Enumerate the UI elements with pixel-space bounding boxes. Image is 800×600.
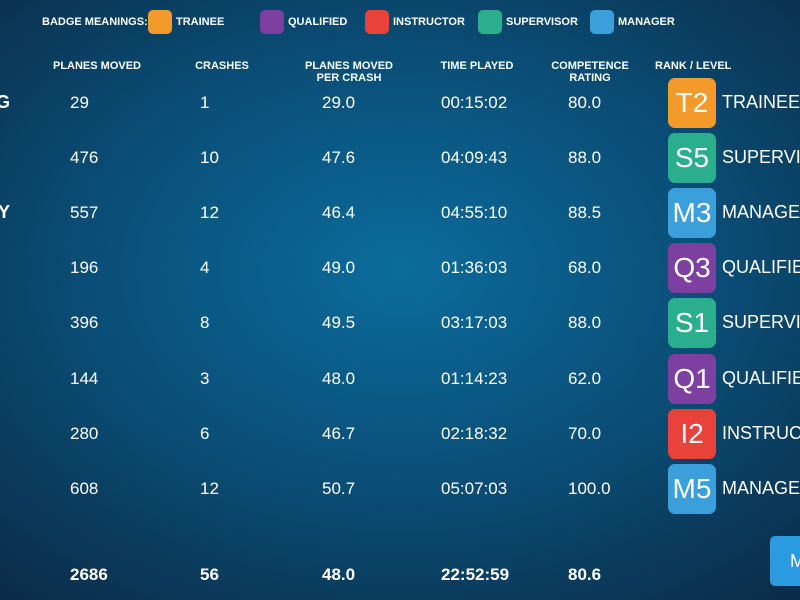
legend-title: BADGE MEANINGS: xyxy=(42,16,148,28)
rank-label: MANAGER xyxy=(722,477,800,498)
player-name: G xyxy=(0,92,10,112)
stat-value: 12 xyxy=(200,203,219,223)
stat-value: 88.0 xyxy=(568,148,602,168)
stat-value: 144 xyxy=(70,368,99,388)
legend-label: TRAINEE xyxy=(176,16,225,28)
legend-swatch xyxy=(148,10,172,34)
stat-value: 05:07:03 xyxy=(441,478,508,498)
rank-label: MANAGER xyxy=(722,202,800,223)
column-header: TIME PLAYED xyxy=(440,60,514,72)
rank-label: SUPERVISOR xyxy=(722,147,800,168)
stat-value: 8 xyxy=(200,313,210,333)
stat-value: 49.0 xyxy=(322,258,356,278)
stat-value: 00:15:02 xyxy=(441,93,508,112)
stat-value: 6 xyxy=(200,423,210,443)
legend-label: MANAGER xyxy=(618,16,675,28)
stat-value: 62.0 xyxy=(568,368,602,388)
legend-label: INSTRUCTOR xyxy=(393,16,465,28)
rank-label: QUALIFIED xyxy=(722,367,800,388)
legend-label: QUALIFIED xyxy=(288,16,348,28)
stat-value: 557 xyxy=(70,203,99,223)
menu-button[interactable]: M xyxy=(770,536,800,586)
stat-value: 01:36:03 xyxy=(441,258,508,278)
stat-value: 46.4 xyxy=(322,203,356,223)
rank-badge: T2 xyxy=(668,78,716,128)
total-value: 2686 xyxy=(70,565,108,584)
stat-value: 4 xyxy=(200,258,210,278)
column-header: PLANES MOVED PER CRASH xyxy=(304,60,394,84)
stat-value: 88.0 xyxy=(568,313,602,333)
stat-value: 49.5 xyxy=(322,313,356,333)
stat-value: 29.0 xyxy=(322,93,356,112)
total-value: 80.6 xyxy=(568,565,602,584)
legend-swatch xyxy=(590,10,614,34)
stat-value: 196 xyxy=(70,258,99,278)
rank-badge: M5 xyxy=(668,463,716,514)
stat-value: 80.0 xyxy=(568,93,602,112)
button-label[interactable]: M xyxy=(790,551,800,571)
column-header: CRASHES xyxy=(195,60,249,72)
stat-value: 88.5 xyxy=(568,203,602,223)
rank-badge: S5 xyxy=(668,133,716,184)
total-value: 56 xyxy=(200,565,219,584)
rank-badge: M3 xyxy=(668,188,716,239)
rank-label: QUALIFIED xyxy=(722,257,800,278)
stat-value: 280 xyxy=(70,423,99,443)
column-header: RANK / LEVEL xyxy=(655,60,732,72)
rank-badge: I2 xyxy=(668,408,716,459)
stat-value: 396 xyxy=(70,313,99,333)
rank-badge: Q3 xyxy=(668,243,716,294)
legend-label: SUPERVISOR xyxy=(506,16,578,28)
stat-value: 29 xyxy=(70,93,89,112)
stat-value: 01:14:23 xyxy=(441,368,508,388)
stat-value: 10 xyxy=(200,148,219,168)
rank-label: INSTRUCTOR xyxy=(722,422,800,443)
column-header: PLANES MOVED xyxy=(52,60,142,72)
stat-value: 1 xyxy=(200,93,210,112)
total-value: 22:52:59 xyxy=(441,565,510,584)
stat-value: 100.0 xyxy=(568,478,611,498)
column-header: COMPETENCE RATING xyxy=(551,60,629,84)
legend-swatch xyxy=(478,10,502,34)
rank-label: SUPERVISOR xyxy=(722,312,800,333)
stat-value: 12 xyxy=(200,478,219,498)
stat-value: 608 xyxy=(70,478,99,498)
rank-badge: S1 xyxy=(668,298,716,349)
stat-value: 47.6 xyxy=(322,148,356,168)
rank-label: TRAINEE xyxy=(722,92,800,112)
stat-value: 04:09:43 xyxy=(441,148,508,168)
player-name: TY xyxy=(0,202,10,223)
rank-badge: Q1 xyxy=(668,353,716,404)
legend-swatch xyxy=(260,10,284,34)
legend-swatch xyxy=(365,10,389,34)
stat-value: 46.7 xyxy=(322,423,356,443)
stat-value: 48.0 xyxy=(322,368,356,388)
stat-value: 3 xyxy=(200,368,210,388)
stat-value: 68.0 xyxy=(568,258,602,278)
stat-value: 476 xyxy=(70,148,99,168)
stat-value: 03:17:03 xyxy=(441,313,508,333)
stat-value: 02:18:32 xyxy=(441,423,508,443)
stat-value: 04:55:10 xyxy=(441,203,508,223)
total-value: 48.0 xyxy=(322,565,356,584)
stat-value: 70.0 xyxy=(568,423,602,443)
stat-value: 50.7 xyxy=(322,478,356,498)
